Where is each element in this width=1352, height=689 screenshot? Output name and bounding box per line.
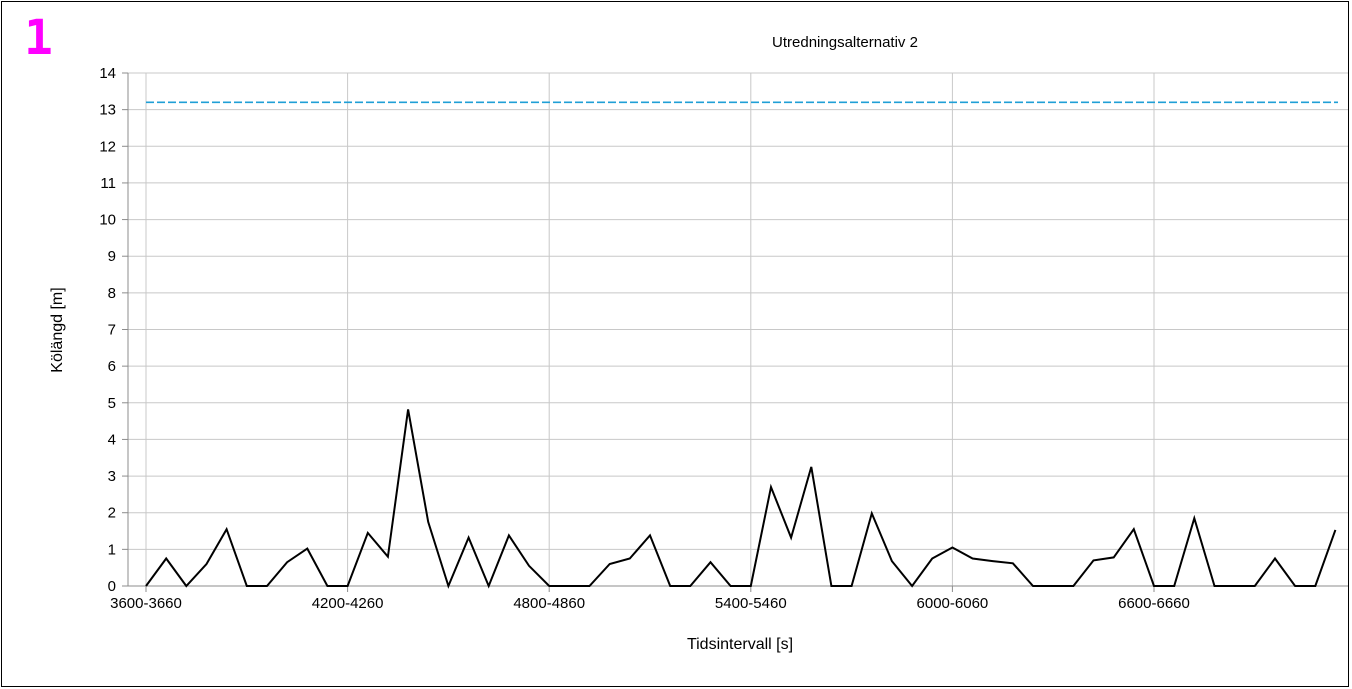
x-tick-label: 3600-3660 <box>110 595 182 612</box>
series-lines <box>145 101 1338 589</box>
queue-length-line <box>145 409 1337 589</box>
x-tick-labels: 3600-3660 4200-4260 4800-4860 5400-5460 6000… <box>110 595 1190 612</box>
x-tick-label: 4200-4260 <box>312 595 384 612</box>
x-tick-label: 4800-4860 <box>513 595 585 612</box>
y-tick-label: 11 <box>100 175 116 192</box>
y-tick-label: 12 <box>99 138 116 155</box>
x-axis-label: Tidsintervall [s] <box>687 636 793 653</box>
y-tick-label: 14 <box>99 65 116 82</box>
axes <box>122 72 1348 592</box>
y-tick-label: 0 <box>108 578 116 595</box>
y-tick-label: 6 <box>108 358 116 375</box>
y-tick-label: 8 <box>108 285 116 302</box>
figure-number-badge: 1 <box>24 10 53 66</box>
y-tick-label: 2 <box>108 505 116 522</box>
x-tick-label: 5400-5460 <box>715 595 787 612</box>
y-tick-label: 4 <box>108 431 116 448</box>
y-tick-label: 13 <box>99 102 116 119</box>
y-tick-label: 7 <box>108 322 116 339</box>
y-tick-label: 10 <box>99 212 116 229</box>
grid-lines <box>128 72 1348 586</box>
y-axis-label: Kölängd [m] <box>49 287 66 372</box>
y-tick-label: 9 <box>108 248 116 265</box>
y-tick-label: 5 <box>108 395 116 412</box>
chart-title: Utredningsalternativ 2 <box>772 34 918 51</box>
x-tick-label: 6600-6660 <box>1118 595 1190 612</box>
y-tick-label: 3 <box>108 468 116 485</box>
x-tick-label: 6000-6060 <box>917 595 989 612</box>
y-tick-label: 1 <box>108 541 116 558</box>
